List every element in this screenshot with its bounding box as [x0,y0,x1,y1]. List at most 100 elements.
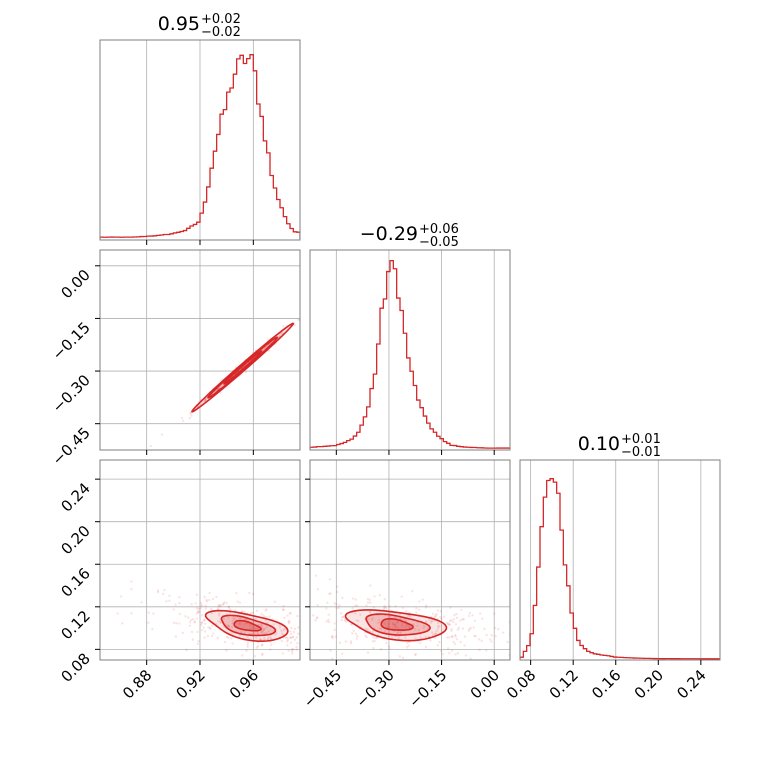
scatter-point [354,604,357,607]
pair-0-2 [116,580,345,660]
scatter-point [446,636,449,639]
y-tick-label-p2: 0.16 [57,564,93,600]
scatter-point [203,618,206,621]
scatter-point [289,641,293,645]
scatter-point [318,618,320,620]
scatter-point [163,588,166,592]
scatter-point [383,606,386,609]
scatter-point [329,652,331,654]
scatter-point [401,624,404,628]
scatter-point [147,611,150,614]
scatter-point [454,634,457,637]
scatter-point [434,632,437,635]
scatter-point [195,612,198,615]
scatter-point [369,601,372,604]
scatter-point [335,606,338,610]
scatter-point [280,632,284,635]
scatter-point [354,612,357,615]
contour-level-3 [222,350,263,385]
scatter-point [196,642,199,646]
scatter-point [434,632,437,636]
scatter-point [343,632,345,634]
scatter-point [188,621,192,624]
scatter-point [265,615,268,619]
scatter-point [398,655,402,658]
scatter-point [411,590,414,593]
scatter-point [273,600,277,603]
y-tick-label-p2: 0.24 [57,479,93,515]
scatter-point [469,626,473,630]
scatter-point [191,617,195,621]
scatter-point [228,608,232,611]
scatter-point [435,629,438,633]
scatter-point [415,610,418,614]
scatter-point [312,629,314,631]
scatter-point [196,610,199,614]
scatter-point [340,652,344,655]
x-tick-label-p2: 0.20 [631,666,667,702]
scatter-point [260,631,264,634]
scatter-point [267,349,271,352]
scatter-point [418,600,421,603]
scatter-point [130,580,133,583]
scatter-point [264,631,267,635]
scatter-point [288,612,291,615]
scatter-point [286,638,290,642]
scatter-point [424,645,428,649]
scatter-point [447,623,451,627]
scatter-point [281,608,285,611]
scatter-point [119,595,123,598]
scatter-point [190,414,193,417]
scatter-point [231,619,234,623]
x-tick-label-p2: 0.16 [588,666,624,702]
scatter-point [372,636,376,639]
scatter-point [210,607,213,611]
scatter-point [198,611,201,614]
scatter-point [174,635,178,638]
scatter-point [268,648,272,651]
x-tick-label-p0: 0.96 [226,666,262,702]
scatter-point [256,632,259,636]
scatter-point [387,622,390,625]
scatter-point [341,634,343,636]
scatter-point [306,628,308,630]
scatter-point [371,640,374,643]
scatter-point [456,628,460,631]
scatter-point [279,332,282,336]
scatter-point [488,638,492,641]
scatter-point [282,325,285,328]
scatter-point [251,625,254,629]
scatter-point [227,636,230,640]
scatter-point [280,332,283,335]
scatter-point [147,621,150,624]
scatter-point [340,618,343,622]
scatter-point [207,626,210,629]
scatter-point [226,624,230,627]
scatter-point [425,604,428,607]
scatter-point [471,614,474,617]
pair-1-2 [312,574,537,660]
scatter-point [435,612,438,616]
scatter-point [202,400,206,403]
scatter-point [260,644,264,647]
scatter-point [175,622,178,625]
histogram-param-2 [520,478,720,660]
scatter-point [225,601,228,605]
scatter-point [222,602,225,606]
scatter-point [262,629,265,632]
scatter-point [265,345,268,349]
scatter-point [217,620,220,623]
scatter-point [364,634,367,637]
scatter-point [315,632,317,634]
scatter-point [535,656,537,658]
panel-frame-2-1 [309,459,511,661]
scatter-point [249,627,252,630]
scatter-point [472,626,476,629]
scatter-point [329,592,332,595]
scatter-point [243,623,246,626]
scatter-point [130,612,133,615]
histogram-param-0 [100,54,300,239]
title-1-minus: −0.05 [419,235,459,250]
scatter-point [259,637,262,641]
scatter-point [459,640,462,644]
